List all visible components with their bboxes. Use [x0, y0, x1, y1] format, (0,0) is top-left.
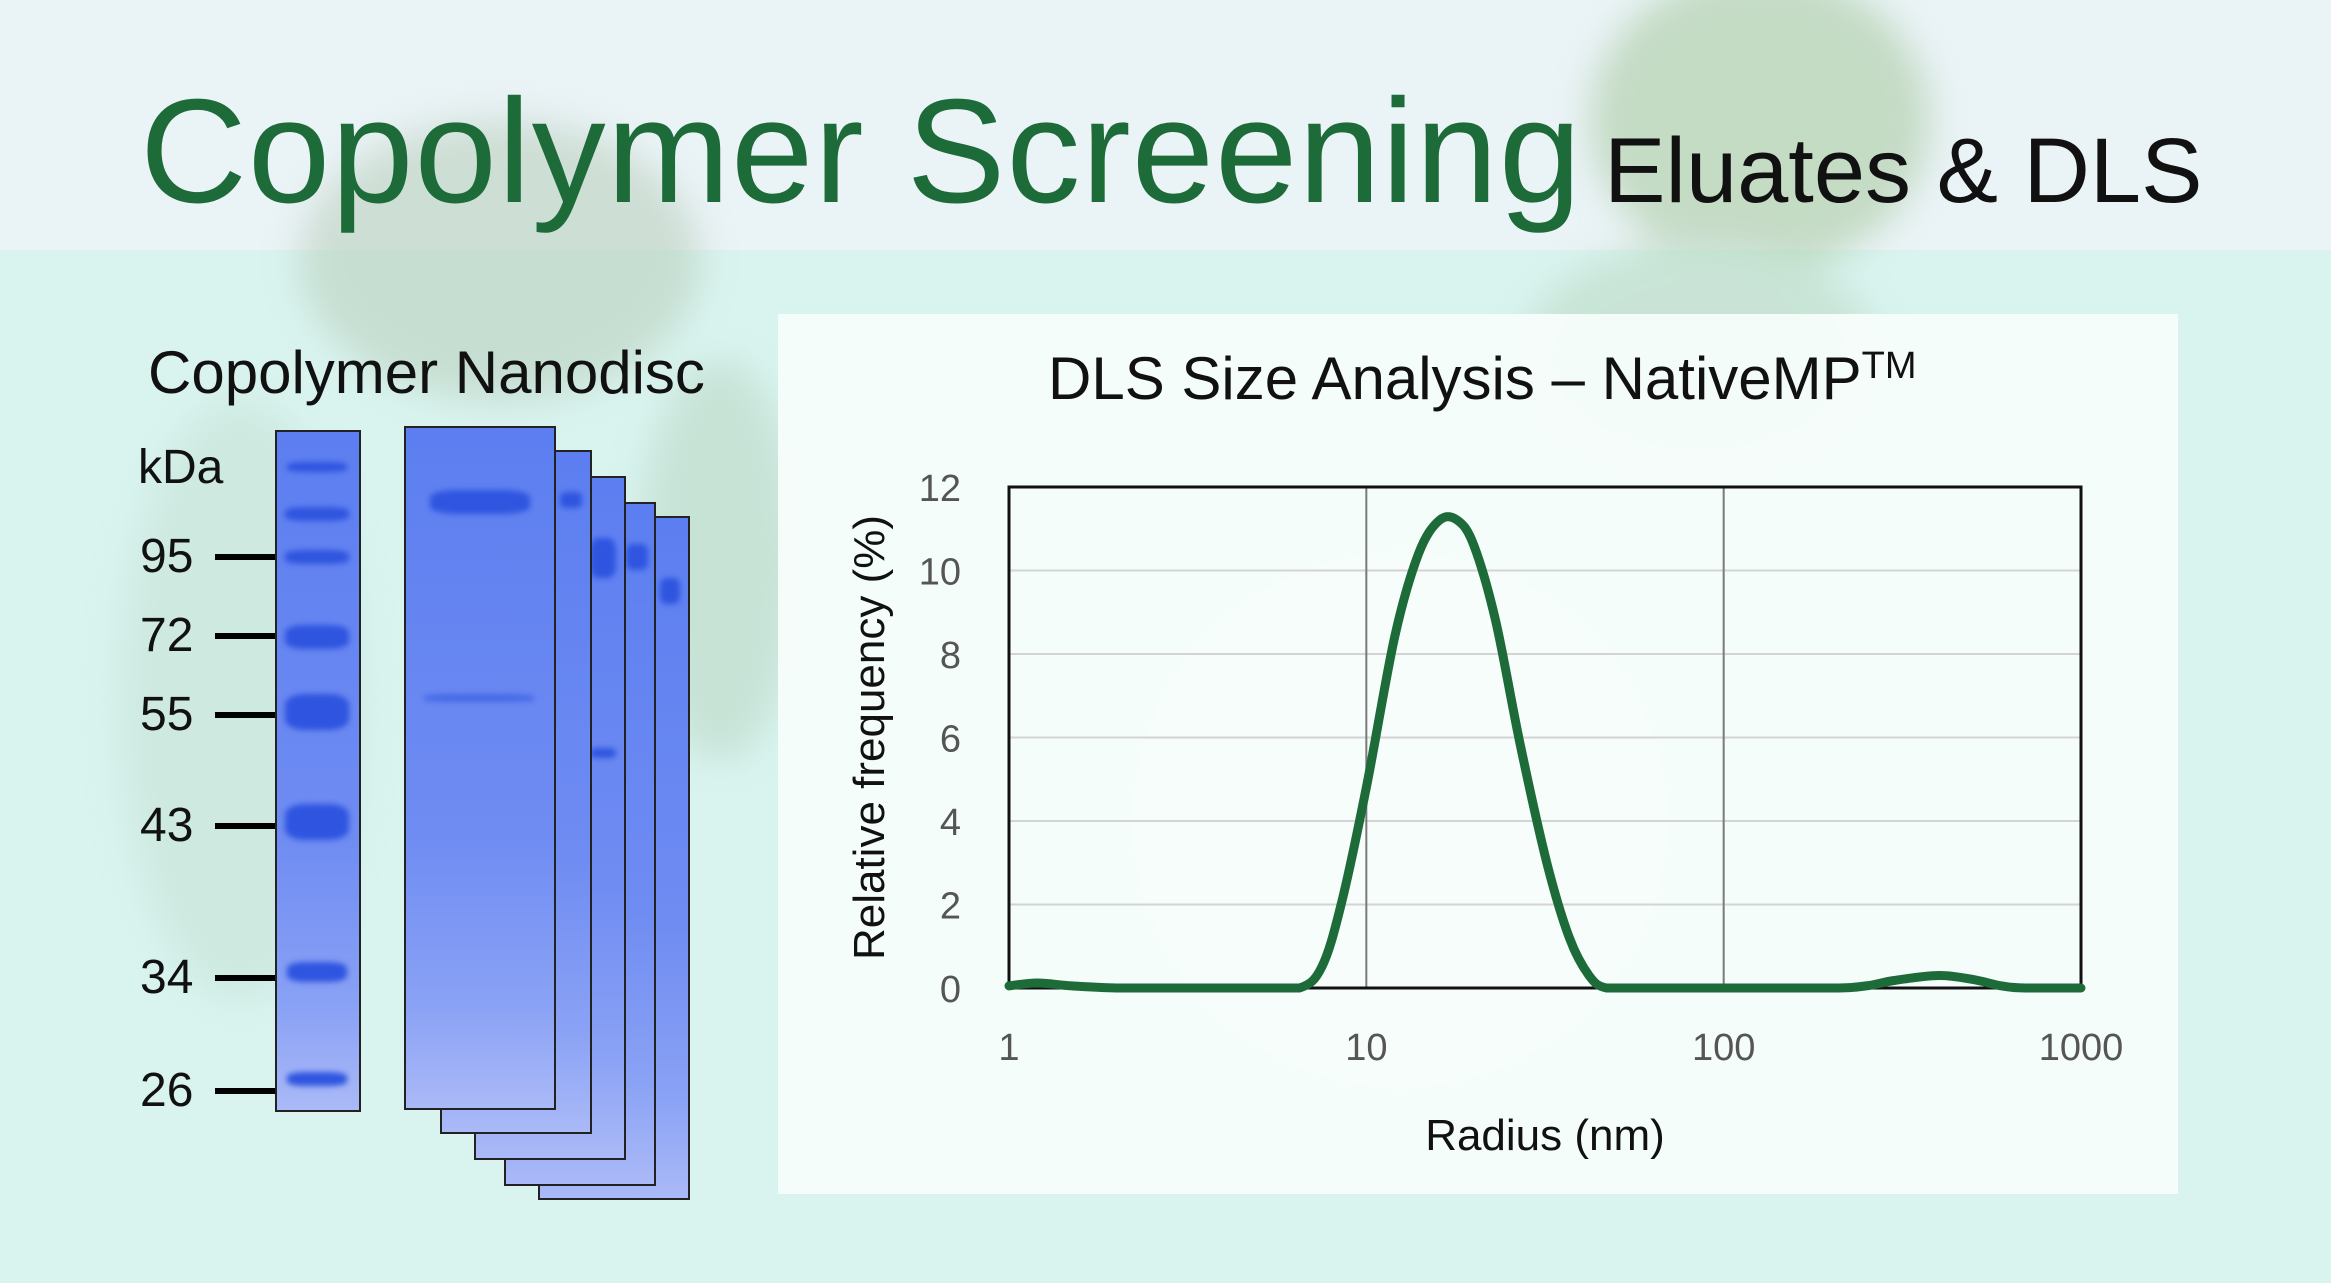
marker-55: 55	[140, 690, 280, 740]
gel-band	[560, 492, 582, 508]
gel-band	[287, 462, 347, 472]
gel-band	[285, 507, 349, 521]
y-tick-label: 8	[940, 635, 961, 677]
x-tick-label: 100	[1692, 1027, 1755, 1069]
gel-band	[430, 490, 530, 514]
marker-72: 72	[140, 611, 280, 661]
marker-label: 72	[140, 609, 194, 662]
gel-ladder-lane	[275, 430, 361, 1112]
gel-band	[285, 694, 349, 730]
chart-title-superscript: TM	[1861, 345, 1917, 387]
marker-tick	[215, 633, 275, 639]
x-tick-label: 1000	[2039, 1027, 2124, 1069]
marker-43: 43	[140, 801, 280, 851]
title-main: Copolymer Screening	[140, 69, 1583, 234]
y-tick-label: 6	[940, 719, 961, 761]
gel-band	[287, 1072, 347, 1086]
gel-sample-lane-1	[404, 426, 556, 1110]
gel-band	[424, 694, 534, 702]
gel-band	[285, 550, 349, 564]
gel-band	[285, 804, 349, 840]
gel-band	[626, 544, 648, 570]
y-tick-label: 10	[919, 552, 961, 594]
series-line-1	[1004, 512, 2086, 993]
marker-tick	[215, 1088, 275, 1094]
chart-panel	[778, 314, 2178, 1194]
y-tick-label: 12	[919, 468, 961, 510]
page-title: Copolymer Screening Eluates & DLS	[140, 78, 2202, 226]
y-tick-label: 2	[940, 886, 961, 928]
chart-title-text: DLS Size Analysis – NativeMP	[1048, 345, 1862, 412]
marker-label: 55	[140, 688, 194, 741]
marker-tick	[215, 712, 275, 718]
plot-frame	[1007, 485, 2083, 990]
title-sub: Eluates & DLS	[1604, 120, 2203, 222]
gel-band	[590, 538, 616, 578]
y-tick-label: 4	[940, 802, 961, 844]
y-tick-label: 0	[940, 969, 961, 1011]
gel-band	[660, 578, 680, 604]
marker-26: 26	[140, 1066, 280, 1116]
x-axis-label: Radius (nm)	[1425, 1111, 1665, 1160]
gel-band	[285, 625, 349, 649]
marker-tick	[215, 975, 275, 981]
marker-95: 95	[140, 532, 280, 582]
gel-band	[287, 962, 347, 982]
gel-title: Copolymer Nanodisc	[148, 339, 705, 406]
marker-label: 34	[140, 951, 194, 1004]
chart-title: DLS Size Analysis – NativeMPTM	[1048, 344, 1917, 413]
marker-label: 26	[140, 1064, 194, 1117]
marker-34: 34	[140, 953, 280, 1003]
x-tick-label: 10	[1345, 1027, 1387, 1069]
kda-label: kDa	[138, 441, 224, 494]
marker-tick	[215, 823, 275, 829]
marker-label: 43	[140, 799, 194, 852]
gel-band	[590, 748, 616, 758]
y-axis-label: Relative frequency (%)	[845, 515, 894, 960]
x-tick-label: 1	[998, 1027, 1019, 1069]
marker-label: 95	[140, 530, 194, 583]
marker-tick	[215, 554, 275, 560]
